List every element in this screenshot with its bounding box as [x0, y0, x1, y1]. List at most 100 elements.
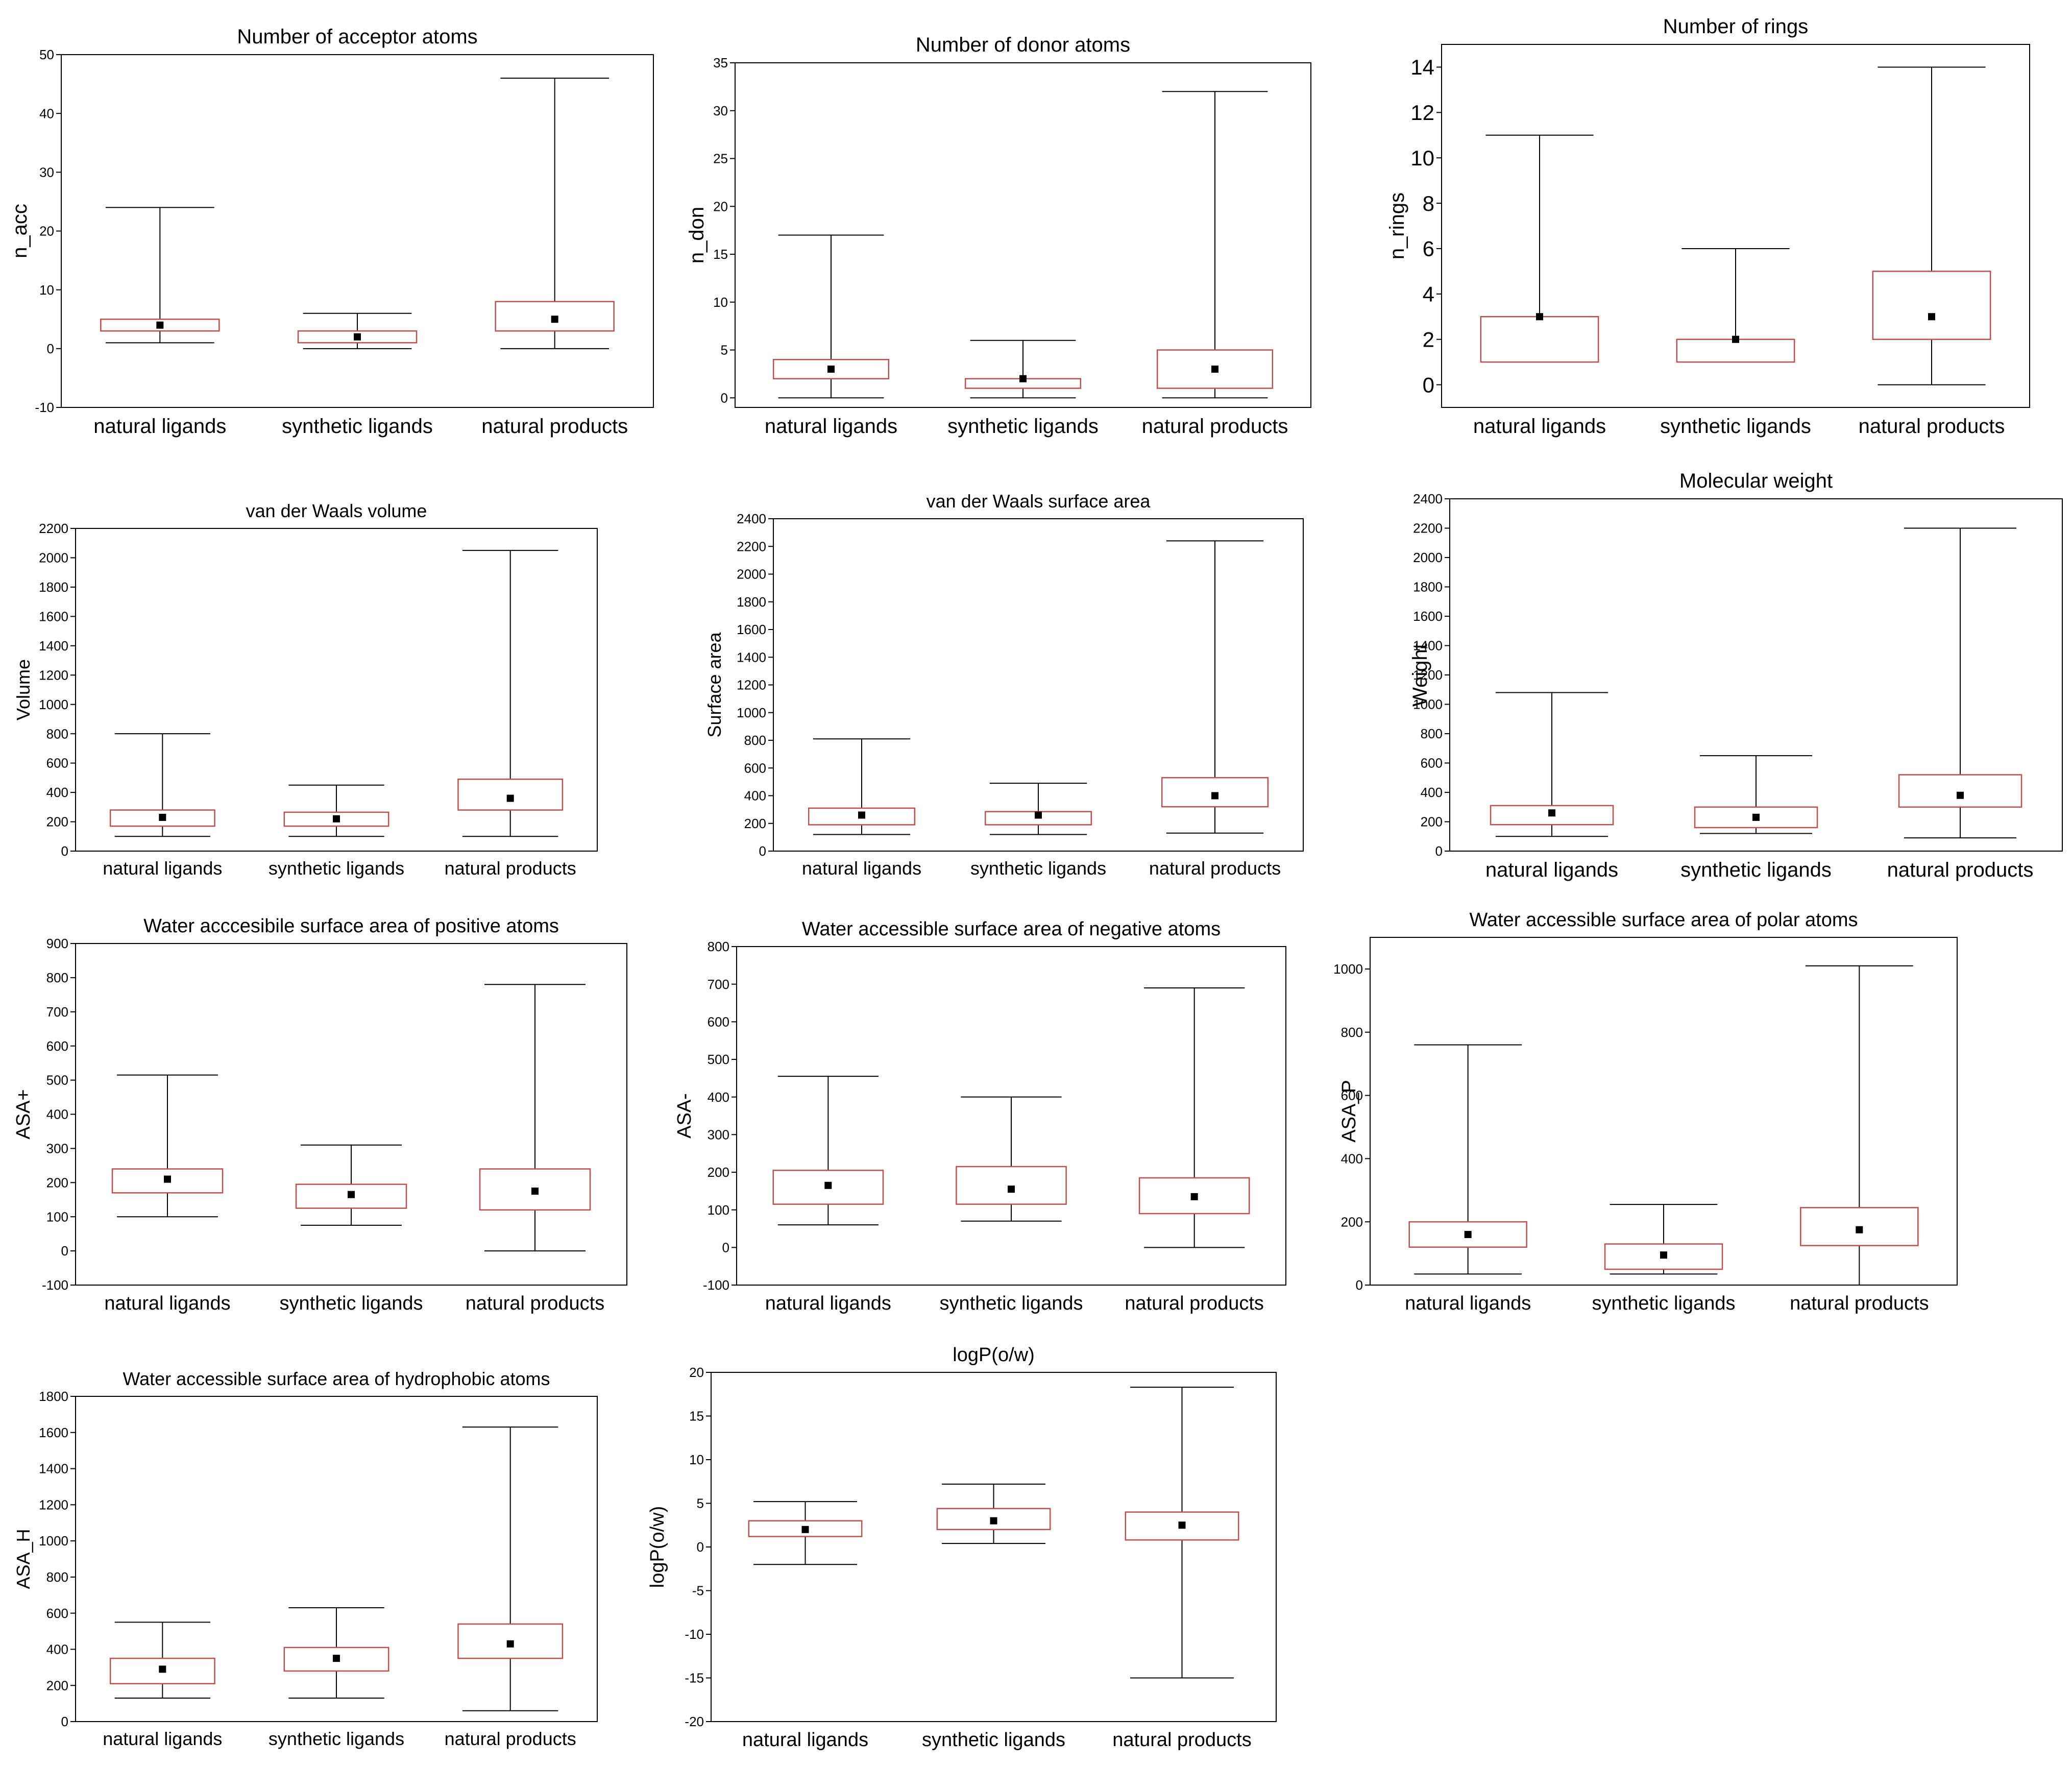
- y-tick-label: 400: [1341, 1151, 1363, 1166]
- x-category-label: natural ligands: [802, 858, 921, 879]
- y-tick-label: 2000: [737, 567, 766, 582]
- x-category-label: synthetic ligands: [269, 1728, 404, 1749]
- y-tick-label: 1800: [737, 594, 766, 610]
- median-marker: [1957, 791, 1964, 799]
- y-axis-label: ASA_P: [1338, 1080, 1360, 1143]
- box-natural-ligands: [808, 738, 916, 835]
- x-category-label: natural ligands: [104, 1293, 230, 1314]
- x-category-label: natural products: [1112, 1729, 1252, 1751]
- x-category-label: synthetic ligands: [1660, 415, 1811, 438]
- x-category-label: synthetic ligands: [947, 415, 1099, 438]
- y-tick-label: 300: [46, 1141, 68, 1156]
- x-category-label: natural ligands: [1485, 859, 1618, 881]
- y-tick-label: 2000: [39, 550, 68, 566]
- y-tick-label: 1000: [39, 1533, 68, 1549]
- box-natural-ligands: [1408, 1044, 1527, 1275]
- y-tick-label: -100: [703, 1277, 729, 1293]
- y-tick-label: 1400: [39, 1461, 68, 1477]
- box-natural-products: [495, 78, 615, 349]
- y-tick-label: 4: [1423, 282, 1434, 306]
- iqr-box: [1872, 271, 1991, 340]
- median-marker: [1536, 313, 1543, 321]
- x-category-label: natural ligands: [765, 1293, 891, 1314]
- box-synthetic-ligands: [283, 1607, 389, 1699]
- box-natural-products: [1872, 66, 1991, 385]
- y-tick-label: -5: [692, 1583, 704, 1599]
- x-category-label: synthetic ligands: [269, 858, 404, 879]
- y-tick-label: 600: [1421, 756, 1443, 771]
- y-tick-label: 200: [46, 1678, 68, 1693]
- box-natural-ligands: [772, 234, 890, 399]
- median-marker: [506, 794, 514, 802]
- y-tick-label: 2200: [39, 521, 68, 536]
- y-axis-label: ASA_H: [13, 1529, 34, 1589]
- y-tick-label: 40: [39, 106, 54, 121]
- y-tick-label: 0: [61, 1243, 68, 1259]
- y-tick-label: 200: [708, 1165, 729, 1180]
- y-tick-label: 800: [46, 1569, 68, 1585]
- y-tick-label: 2200: [737, 539, 766, 554]
- y-tick-label: -20: [685, 1714, 704, 1729]
- box-natural-ligands: [1480, 134, 1599, 363]
- chart-panel-8: Water accessible surface area of negativ…: [674, 918, 1286, 1314]
- y-tick-label: 15: [689, 1409, 704, 1424]
- y-axis-label: Surface area: [704, 632, 725, 737]
- y-axis-label: Weight: [1409, 643, 1431, 707]
- y-tick-label: 1600: [1413, 609, 1443, 624]
- y-tick-label: 600: [46, 1038, 68, 1054]
- y-tick-label: 1000: [39, 697, 68, 712]
- x-category-label: synthetic ligands: [922, 1729, 1065, 1751]
- y-tick-label: 600: [708, 1014, 729, 1029]
- y-tick-label: 1000: [1413, 697, 1443, 712]
- y-tick-label: 15: [713, 247, 728, 262]
- box-synthetic-ligands: [297, 312, 418, 349]
- x-category-label: natural products: [445, 858, 576, 879]
- y-axis-label: Volume: [13, 659, 34, 720]
- x-category-label: natural products: [466, 1293, 605, 1314]
- x-category-label: synthetic ligands: [280, 1293, 423, 1314]
- x-category-label: natural products: [445, 1728, 576, 1749]
- chart-title: van der Waals volume: [246, 500, 427, 521]
- y-tick-label: 1200: [1413, 667, 1443, 683]
- box-natural-ligands: [109, 733, 215, 837]
- y-tick-label: 0: [61, 1714, 68, 1729]
- chart-title: Molecular weight: [1679, 470, 1833, 492]
- y-axis-label: n_acc: [9, 204, 31, 258]
- y-tick-label: 200: [1421, 814, 1443, 830]
- y-tick-label: 5: [697, 1496, 704, 1511]
- y-tick-label: 200: [46, 1175, 68, 1190]
- y-tick-label: 200: [744, 816, 766, 831]
- box-synthetic-ligands: [283, 784, 389, 837]
- y-tick-label: -15: [685, 1671, 704, 1686]
- box-synthetic-ligands: [936, 1483, 1051, 1544]
- y-tick-label: 100: [708, 1202, 729, 1218]
- y-tick-label: 14: [1410, 55, 1434, 79]
- median-marker: [159, 813, 166, 821]
- box-natural-ligands: [1490, 692, 1614, 837]
- median-marker: [858, 811, 865, 819]
- chart-title: Number of rings: [1663, 15, 1809, 38]
- box-natural-products: [457, 550, 564, 837]
- y-tick-label: -100: [42, 1277, 68, 1293]
- median-marker: [1019, 375, 1027, 382]
- y-tick-label: 300: [708, 1127, 729, 1142]
- median-marker: [1752, 813, 1760, 821]
- x-category-label: natural ligands: [103, 1728, 222, 1749]
- x-category-label: natural products: [1859, 415, 2005, 438]
- x-category-label: synthetic ligands: [282, 415, 433, 438]
- median-marker: [990, 1517, 997, 1525]
- box-natural-products: [1138, 987, 1250, 1248]
- median-marker: [1035, 811, 1042, 819]
- y-tick-label: 0: [759, 843, 766, 859]
- y-tick-label: 1200: [39, 1497, 68, 1512]
- box-natural-ligands: [748, 1501, 863, 1565]
- median-marker: [1548, 809, 1555, 817]
- median-marker: [1660, 1251, 1667, 1259]
- median-marker: [827, 366, 835, 373]
- y-tick-label: 10: [39, 282, 54, 298]
- plot-frame: [711, 1372, 1277, 1722]
- box-synthetic-ligands: [1676, 248, 1795, 363]
- y-tick-label: 1400: [39, 638, 68, 654]
- y-axis-label: ASA-: [674, 1093, 695, 1139]
